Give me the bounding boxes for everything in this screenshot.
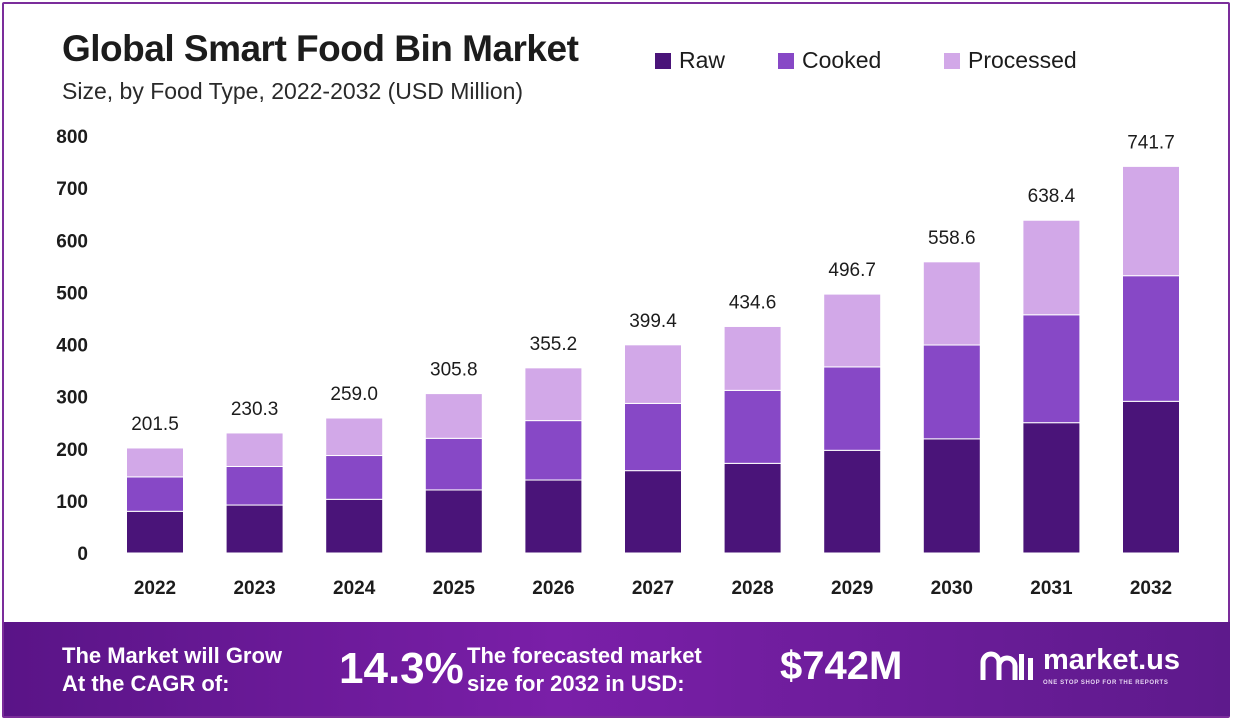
legend-label-cooked: Cooked <box>802 47 882 73</box>
cagr-label-line2: At the CAGR of: <box>62 671 230 696</box>
cagr-label-line1: The Market will Grow <box>62 643 283 668</box>
bar-segment-raw-2032 <box>1122 400 1180 554</box>
x-tick-label-2029: 2029 <box>831 578 873 599</box>
bar-total-label-2026: 355.2 <box>530 334 578 355</box>
bar-total-label-2024: 259.0 <box>330 384 378 405</box>
bar-segment-raw-2026 <box>524 479 583 554</box>
bar-segment-raw-2027 <box>624 470 682 554</box>
stacked-bar-chart: 0 100 200 300 400 500 600 700 800 201.5 230.3 259.… <box>56 127 1180 599</box>
bar-segment-cooked-2028 <box>723 389 782 464</box>
bars <box>126 165 1180 554</box>
bar-total-label-2030: 558.6 <box>928 228 976 249</box>
legend-item-processed: Processed <box>944 47 1077 74</box>
bar-total-label-2028: 434.6 <box>729 292 777 313</box>
bar-segment-raw-2031 <box>1022 422 1081 554</box>
legend-item-cooked: Cooked <box>778 47 881 74</box>
bar-segment-processed-2032 <box>1122 165 1180 277</box>
x-tick-label-2030: 2030 <box>931 578 973 599</box>
y-tick-label: 100 <box>56 492 88 513</box>
bar-segment-cooked-2024 <box>325 455 384 500</box>
cagr-value: 14.3% <box>339 644 464 693</box>
legend-swatch-raw <box>655 52 671 69</box>
x-tick-label-2023: 2023 <box>233 578 275 599</box>
bar-segment-processed-2027 <box>624 344 682 404</box>
y-tick-label: 200 <box>56 440 88 461</box>
bar-segment-cooked-2031 <box>1022 314 1081 424</box>
bar-segment-raw-2025 <box>424 489 483 554</box>
bar-segment-cooked-2029 <box>823 366 882 451</box>
brand-name: market.us <box>1043 644 1181 676</box>
market-us-logo-icon <box>980 651 1033 680</box>
bar-segment-raw-2028 <box>723 462 782 554</box>
y-tick-label: 800 <box>56 127 88 148</box>
bar-segment-cooked-2026 <box>524 420 583 481</box>
legend-label-processed: Processed <box>968 47 1077 73</box>
bar-segment-cooked-2030 <box>922 344 981 440</box>
y-tick-label: 600 <box>56 231 88 252</box>
bar-segment-processed-2029 <box>823 293 882 368</box>
x-tick-label-2032: 2032 <box>1130 578 1172 599</box>
bar-total-label-2027: 399.4 <box>629 311 677 332</box>
y-tick-label: 700 <box>56 179 88 200</box>
bar-segment-processed-2025 <box>424 393 483 439</box>
bar-segment-raw-2030 <box>922 438 981 554</box>
bar-segment-cooked-2023 <box>225 465 284 506</box>
bar-segment-raw-2023 <box>225 504 284 554</box>
bar-total-label-2031: 638.4 <box>1028 186 1076 207</box>
bar-total-label-2032: 741.7 <box>1127 132 1175 153</box>
bar-segment-processed-2026 <box>524 367 583 422</box>
bar-segment-cooked-2025 <box>424 437 483 491</box>
chart-title: Global Smart Food Bin Market <box>62 28 579 69</box>
bar-segment-processed-2023 <box>225 432 284 467</box>
y-tick-label: 300 <box>56 388 88 409</box>
cagr-label: The Market will Grow At the CAGR of: <box>62 642 352 698</box>
bar-total-label-2029: 496.7 <box>828 260 876 281</box>
y-tick-label: 400 <box>56 336 88 357</box>
bar-segment-cooked-2032 <box>1122 275 1180 402</box>
x-tick-label-2028: 2028 <box>731 578 773 599</box>
bar-total-label-2023: 230.3 <box>231 399 279 420</box>
forecast-label: The forecasted market size for 2032 in U… <box>467 642 787 698</box>
bar-segment-processed-2028 <box>723 325 782 391</box>
bar-segment-cooked-2027 <box>624 402 682 472</box>
bar-segment-processed-2030 <box>922 261 981 346</box>
y-tick-label: 0 <box>77 544 88 565</box>
x-tick-label-2031: 2031 <box>1030 578 1073 599</box>
x-axis: 2022 2023 2024 2025 2026 2027 2028 2029 2030 2031… <box>134 578 1172 599</box>
bar-segment-raw-2024 <box>325 498 384 554</box>
bar-segment-processed-2024 <box>325 417 384 457</box>
bar-total-label-2022: 201.5 <box>131 414 179 435</box>
bar-segment-raw-2022 <box>126 510 184 554</box>
legend-label-raw: Raw <box>679 47 726 73</box>
x-tick-label-2022: 2022 <box>134 578 176 599</box>
bar-total-labels: 201.5 230.3 259.0 305.8 355.2 399.4 434.6 496.7… <box>131 132 1175 435</box>
legend-swatch-cooked <box>778 52 794 69</box>
bar-segment-raw-2029 <box>823 449 882 554</box>
bar-segment-processed-2022 <box>126 447 184 478</box>
bar-segment-processed-2031 <box>1022 219 1081 316</box>
y-tick-label: 500 <box>56 283 88 304</box>
forecast-label-line2: size for 2032 in USD: <box>467 671 685 696</box>
chart-subtitle: Size, by Food Type, 2022-2032 (USD Milli… <box>62 78 524 104</box>
legend-item-raw: Raw <box>655 47 725 74</box>
forecast-value: $742M <box>780 644 903 688</box>
x-tick-label-2025: 2025 <box>433 578 476 599</box>
forecast-label-line1: The forecasted market <box>467 643 702 668</box>
x-tick-label-2026: 2026 <box>532 578 574 599</box>
bar-segment-cooked-2022 <box>126 476 184 512</box>
legend-swatch-processed <box>944 52 960 69</box>
x-tick-label-2027: 2027 <box>632 578 674 599</box>
footer-banner: The Market will Grow At the CAGR of: 14.… <box>4 622 1230 716</box>
brand-tagline: ONE STOP SHOP FOR THE REPORTS <box>1043 680 1169 686</box>
x-tick-label-2024: 2024 <box>333 578 376 599</box>
y-axis: 0 100 200 300 400 500 600 700 800 <box>56 127 88 565</box>
bar-total-label-2025: 305.8 <box>430 360 478 381</box>
